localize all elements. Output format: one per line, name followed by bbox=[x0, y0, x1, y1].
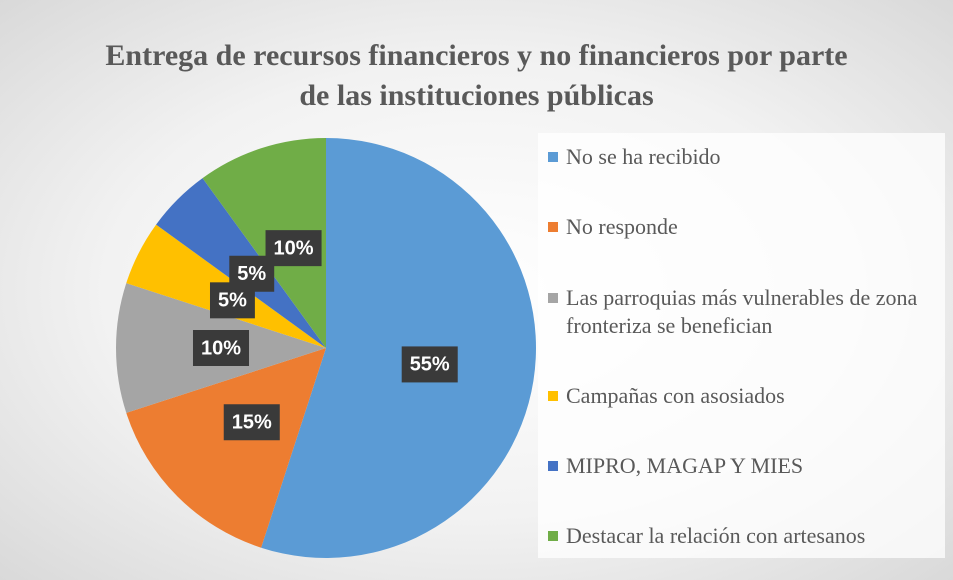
data-label: 10% bbox=[265, 230, 322, 267]
pie-slice bbox=[261, 138, 537, 558]
data-label: 15% bbox=[223, 404, 280, 441]
data-label-box bbox=[192, 330, 250, 366]
pie-slice bbox=[202, 138, 326, 348]
legend-swatch bbox=[548, 461, 558, 471]
legend-swatch bbox=[548, 293, 558, 303]
legend-item: MIPRO, MAGAP Y MIES bbox=[548, 452, 938, 480]
data-label-text: 10% bbox=[274, 237, 314, 259]
legend-label: Destacar la relación con artesanos bbox=[566, 523, 866, 548]
legend-label: No se ha recibido bbox=[566, 144, 721, 169]
data-label-box bbox=[265, 230, 322, 267]
legend-label: No responde bbox=[566, 214, 678, 239]
data-label-text: 55% bbox=[410, 354, 450, 376]
data-label: 55% bbox=[401, 346, 458, 383]
legend-item: Destacar la relación con artesanos bbox=[548, 522, 938, 550]
data-label-box bbox=[223, 404, 280, 441]
legend: No se ha recibido No responde Las parroqui… bbox=[538, 133, 945, 558]
data-label: 10% bbox=[192, 330, 250, 366]
data-label: 5% bbox=[229, 255, 275, 292]
data-label-text: 5% bbox=[218, 290, 247, 312]
legend-item: Las parroquias más vulnerables de zona f… bbox=[548, 284, 938, 340]
data-label-text: 10% bbox=[201, 337, 241, 359]
legend-item: No se ha recibido bbox=[548, 143, 938, 171]
legend-item: No responde bbox=[548, 213, 938, 241]
legend-swatch bbox=[548, 222, 558, 232]
legend-swatch bbox=[548, 391, 558, 401]
legend-swatch bbox=[548, 531, 558, 541]
legend-label: Campañas con asosiados bbox=[566, 383, 785, 408]
data-label-text: 15% bbox=[232, 412, 272, 434]
chart-title: Entrega de recursos financieros y no fin… bbox=[105, 39, 848, 112]
pie-slice bbox=[126, 348, 326, 548]
legend-swatch bbox=[548, 152, 558, 162]
legend-item: Campañas con asosiados bbox=[548, 382, 938, 410]
data-label-box bbox=[401, 346, 458, 383]
legend-label: MIPRO, MAGAP Y MIES bbox=[566, 453, 804, 478]
data-label-text: 5% bbox=[237, 263, 266, 285]
legend-label: Las parroquias más vulnerables de zona f… bbox=[566, 285, 918, 338]
